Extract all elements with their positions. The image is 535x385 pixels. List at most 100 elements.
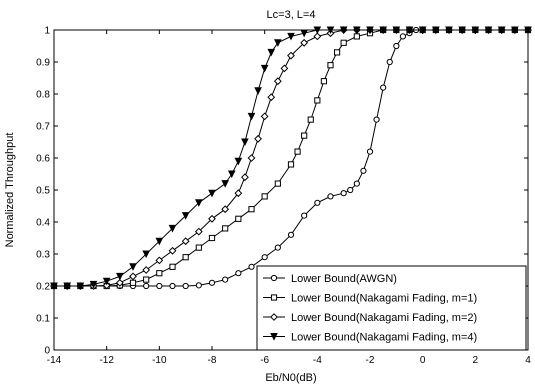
series-4-point bbox=[208, 189, 216, 198]
series-1-point bbox=[248, 263, 255, 270]
series-1-point bbox=[393, 42, 400, 50]
series-3-point bbox=[221, 205, 230, 214]
series-4-point bbox=[326, 26, 335, 35]
series-1-point bbox=[380, 84, 387, 91]
y-tick-label: 1 bbox=[44, 26, 50, 37]
legend-label: Lower Bound(AWGN) bbox=[291, 273, 397, 285]
series-1-point bbox=[182, 282, 189, 290]
series-1-point bbox=[195, 282, 202, 289]
series-4-point bbox=[432, 26, 440, 35]
series-4-point bbox=[76, 282, 85, 291]
legend-marker bbox=[270, 333, 278, 341]
x-tick-label: -10 bbox=[152, 355, 167, 366]
series-4-point bbox=[267, 48, 276, 57]
series-3-point bbox=[300, 38, 309, 47]
series-4-point bbox=[241, 138, 249, 147]
y-tick-label: 0.2 bbox=[36, 282, 50, 293]
series-2-point bbox=[129, 279, 137, 286]
series-3-point bbox=[234, 189, 243, 198]
x-tick-label: -2 bbox=[366, 355, 375, 366]
series-2-point bbox=[248, 206, 255, 213]
series-4-point bbox=[524, 26, 532, 35]
series-3-point bbox=[115, 278, 124, 287]
series-1-point bbox=[399, 33, 407, 40]
series-4-point bbox=[89, 280, 98, 289]
series-1-point bbox=[360, 167, 367, 174]
series-2-point bbox=[307, 116, 314, 123]
series-4-point bbox=[353, 26, 361, 35]
series-4-point bbox=[274, 39, 282, 47]
y-tick-label: 0.8 bbox=[36, 90, 50, 101]
series-2-point bbox=[156, 270, 163, 277]
series-1-point bbox=[222, 276, 229, 283]
series-4-point bbox=[339, 26, 348, 35]
series-4-point bbox=[63, 282, 71, 291]
series-4-point bbox=[254, 87, 262, 95]
series-1-point bbox=[169, 282, 176, 290]
legend-marker bbox=[270, 294, 278, 301]
series-2-point bbox=[182, 254, 189, 261]
series-4-point bbox=[181, 212, 190, 220]
x-tick-label: -14 bbox=[47, 355, 62, 366]
series-1-point bbox=[373, 116, 380, 123]
series-2-point bbox=[222, 225, 229, 232]
y-tick-label: 0.5 bbox=[36, 186, 50, 197]
series-3-point bbox=[267, 93, 276, 102]
series-1-point bbox=[235, 270, 242, 277]
series-2-point bbox=[301, 132, 308, 139]
series-1-point bbox=[314, 199, 321, 206]
series-1-point bbox=[208, 279, 216, 286]
series-1-point bbox=[287, 231, 295, 238]
series-4-point bbox=[234, 157, 243, 166]
series-4-point bbox=[260, 64, 269, 73]
series-layer bbox=[50, 26, 532, 291]
legend-label: Lower Bound(Nakagami Fading, m=1) bbox=[291, 293, 477, 305]
series-3-point bbox=[194, 227, 203, 236]
series-4-point bbox=[300, 29, 308, 38]
series-2-point bbox=[327, 62, 334, 69]
series-1-point bbox=[327, 193, 334, 200]
series-3-point bbox=[287, 51, 295, 60]
series-2-point bbox=[287, 161, 295, 168]
x-tick-label: -4 bbox=[313, 355, 322, 366]
y-tick-label: 0.3 bbox=[36, 250, 50, 261]
series-1-point bbox=[261, 254, 268, 261]
series-2-point bbox=[333, 49, 341, 56]
series-2-point bbox=[235, 215, 242, 222]
series-1-point bbox=[274, 244, 281, 251]
series-1-point bbox=[156, 282, 163, 290]
series-4-point bbox=[405, 26, 414, 35]
legend: Lower Bound(AWGN) Lower Bound(Nakagami Fa… bbox=[256, 265, 527, 351]
x-tick-label: -8 bbox=[208, 355, 217, 366]
series-4-point bbox=[511, 26, 519, 35]
series-3-point bbox=[129, 272, 137, 281]
series-4-point bbox=[168, 224, 177, 233]
series-2-point bbox=[353, 33, 360, 40]
series-2-point bbox=[314, 97, 321, 104]
series-3-point bbox=[102, 281, 111, 290]
series-2-point bbox=[169, 263, 176, 270]
series-1-point bbox=[301, 212, 308, 219]
series-2-point bbox=[143, 276, 150, 283]
y-tick-label: 0.1 bbox=[36, 314, 50, 325]
series-4-point bbox=[458, 26, 466, 35]
legend-label: Lower Bound(Nakagami Fading, m=2) bbox=[291, 312, 477, 324]
series-2-point bbox=[261, 193, 268, 200]
series-4-point bbox=[497, 26, 506, 35]
series-1-point bbox=[386, 58, 393, 66]
legend-box bbox=[256, 265, 527, 351]
x-tick-label: -12 bbox=[99, 355, 114, 366]
series-3-point bbox=[273, 77, 282, 86]
y-tick-label: 0.7 bbox=[36, 122, 50, 133]
y-tick-label: 0.9 bbox=[36, 58, 50, 69]
series-4-point bbox=[313, 26, 322, 35]
y-tick-label: 0 bbox=[44, 346, 50, 357]
series-4-point bbox=[227, 170, 236, 179]
series-4-point bbox=[195, 199, 203, 207]
series-4-point bbox=[116, 272, 124, 281]
chart-title: Lc=3, L=4 bbox=[267, 9, 316, 21]
y-axis-label: Normalized Throughput bbox=[4, 133, 16, 248]
series-4-point bbox=[418, 26, 427, 35]
series-4-point bbox=[392, 26, 401, 35]
